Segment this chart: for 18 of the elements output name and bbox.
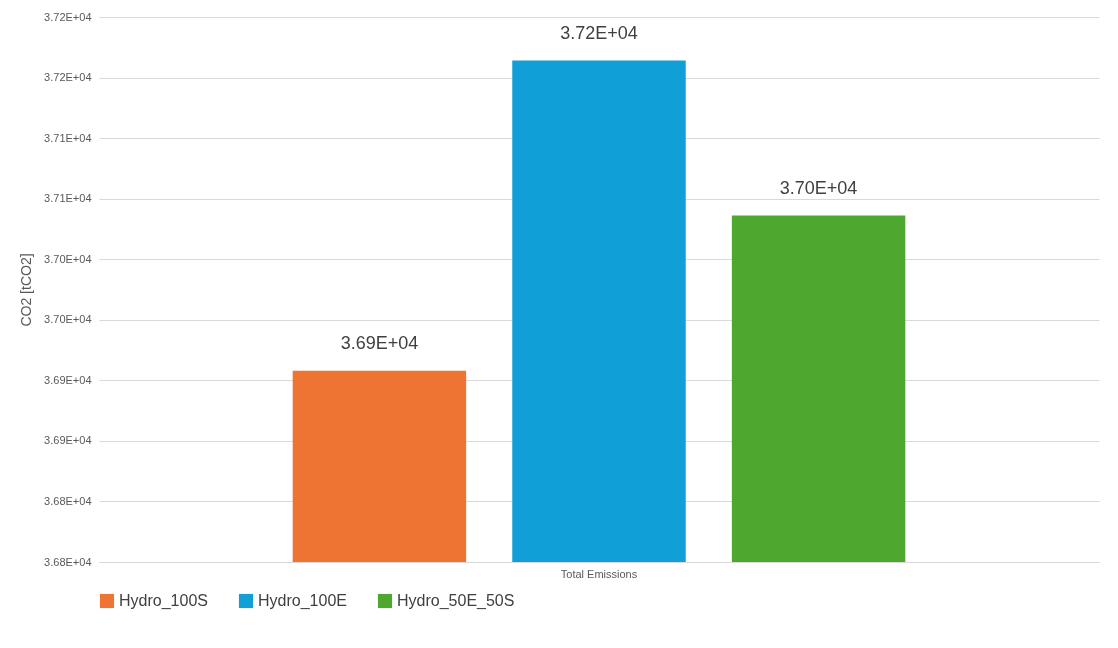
y-tick-label: 3.72E+04 <box>44 71 92 84</box>
y-tick-label: 3.70E+04 <box>44 313 92 326</box>
y-tick-label: 3.69E+04 <box>44 434 92 447</box>
x-tick-label: Total Emissions <box>560 567 638 580</box>
y-tick-label: 3.70E+04 <box>44 252 92 265</box>
y-tick-label: 3.69E+04 <box>44 373 92 386</box>
y-axis-title: CO2 [tCO2] <box>18 253 35 327</box>
legend-label: Hydro_100S <box>119 592 208 610</box>
y-tick-label: 3.68E+04 <box>44 555 92 568</box>
legend-label: Hydro_50E_50S <box>397 592 515 610</box>
y-tick-label: 3.68E+04 <box>44 494 92 507</box>
y-tick-label: 3.71E+04 <box>44 131 92 144</box>
y-tick-label: 3.71E+04 <box>44 192 92 205</box>
legend-label: Hydro_100E <box>258 592 347 610</box>
data-label: 3.72E+04 <box>560 22 638 43</box>
data-label: 3.69E+04 <box>340 332 419 353</box>
y-tick-label: 3.72E+04 <box>44 10 92 23</box>
data-label: 3.70E+04 <box>779 177 858 198</box>
